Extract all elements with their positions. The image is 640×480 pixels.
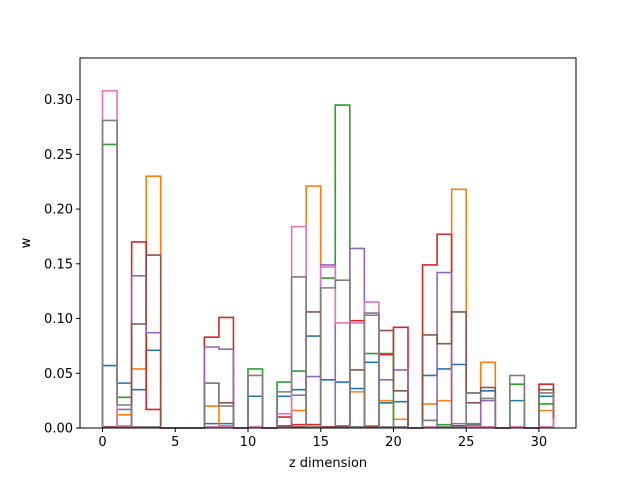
- y-tick-label: 0.05: [44, 367, 73, 382]
- y-tick-label: 0.20: [44, 203, 73, 218]
- x-tick-label: 25: [458, 435, 475, 450]
- x-tick-label: 10: [240, 435, 257, 450]
- x-tick-label: 15: [312, 435, 329, 450]
- x-tick-label: 20: [385, 435, 402, 450]
- x-tick-label: 30: [531, 435, 548, 450]
- y-tick-label: 0.10: [44, 312, 73, 327]
- y-tick-label: 0.15: [44, 257, 73, 272]
- plot-frame: [79, 57, 577, 429]
- y-axis-label: w: [19, 237, 34, 248]
- x-ticks: 0 5 10 15 20 25 30: [98, 428, 547, 450]
- y-tick-label: 0.00: [44, 422, 73, 437]
- y-ticks: 0.00 0.05 0.10 0.15 0.20 0.25 0.30: [44, 93, 80, 437]
- x-axis-label: z dimension: [289, 456, 367, 471]
- y-tick-label: 0.30: [44, 93, 73, 108]
- x-tick-label: 0: [98, 435, 106, 450]
- x-tick-label: 5: [171, 435, 179, 450]
- y-tick-label: 0.25: [44, 148, 73, 163]
